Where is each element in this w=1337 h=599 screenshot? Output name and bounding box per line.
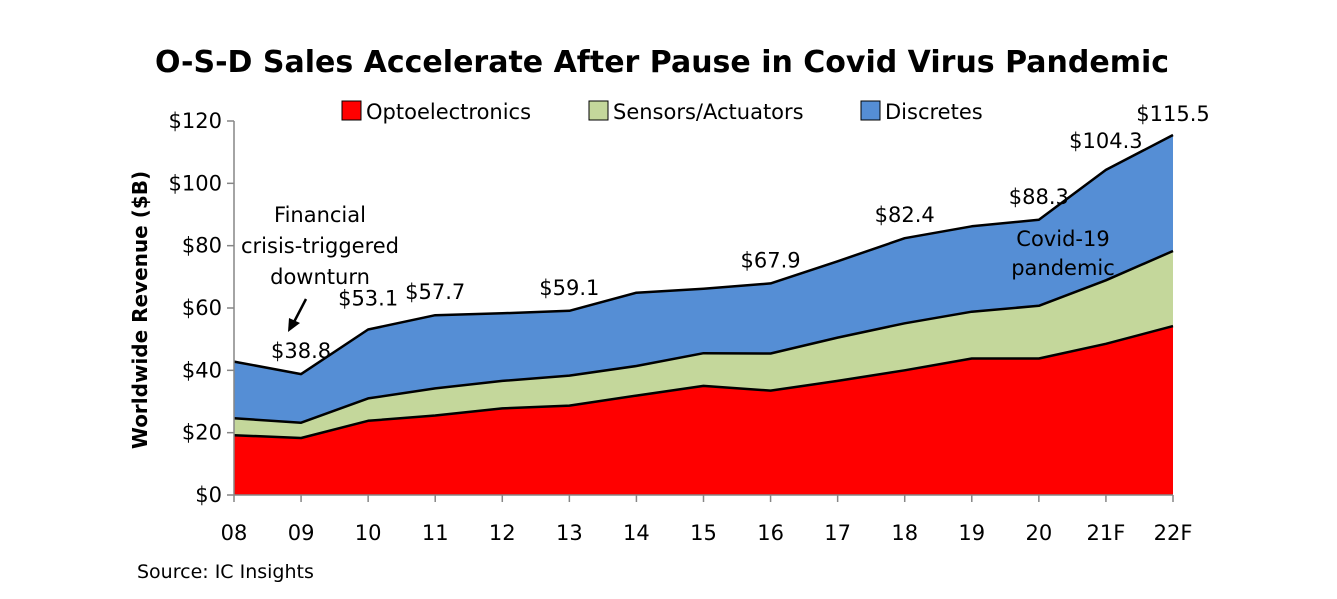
legend-label: Optoelectronics: [366, 100, 531, 124]
x-tick-label: 13: [556, 521, 583, 545]
legend-swatch: [860, 100, 881, 121]
data-label-18: $82.4: [875, 203, 935, 227]
covid-annotation-line: Covid-19: [1016, 227, 1109, 251]
x-tick-label: 11: [422, 521, 449, 545]
data-label-21f: $104.3: [1069, 129, 1142, 153]
legend-label: Sensors/Actuators: [613, 100, 804, 124]
source-note: Source: IC Insights: [137, 561, 314, 583]
boundary-line-discretes: [233, 133, 1174, 376]
legend: Optoelectronics Sensors/Actuators Discrete…: [341, 100, 983, 124]
y-tick-label: $0: [195, 483, 222, 507]
y-tick-label: $100: [169, 171, 222, 195]
x-tick-label: 22F: [1154, 521, 1193, 545]
x-tick-label: 14: [623, 521, 650, 545]
area-sensors-actuators: [234, 251, 1173, 438]
legend-item-sensors-actuators: Sensors/Actuators: [588, 100, 804, 124]
data-label-20: $88.3: [1009, 185, 1069, 209]
x-tick-label: 09: [288, 521, 315, 545]
arrow-shaft: [292, 298, 308, 323]
data-label-13: $59.1: [539, 276, 599, 300]
axes: $0 $20 $40 $60 $80 $100 $120 08 09 10 11 12 13 14 15 16…: [169, 109, 1193, 545]
boundary-line-optoelectronics: [233, 324, 1174, 440]
boundary-line-sensors-actuators: [233, 249, 1174, 424]
data-labels: $38.8 $53.1 $57.7 $59.1 $67.9 $82.4 $88.3 $104.…: [271, 102, 1210, 363]
data-label-11: $57.7: [405, 280, 465, 304]
area-discretes: [234, 135, 1173, 423]
covid-annotation: Covid-19 pandemic: [1011, 227, 1115, 280]
financial-annotation-line: Financial: [274, 203, 366, 227]
x-tick-label: 21F: [1087, 521, 1126, 545]
y-tick-label: $120: [169, 109, 222, 133]
x-tick-label: 19: [958, 521, 985, 545]
legend-swatch: [588, 100, 609, 121]
x-tick-label: 16: [757, 521, 784, 545]
data-label-16: $67.9: [741, 248, 801, 272]
chart-title: O-S-D Sales Accelerate After Pause in Co…: [155, 45, 1169, 80]
arrow-head-icon: [288, 318, 300, 332]
legend-item-optoelectronics: Optoelectronics: [341, 100, 531, 124]
financial-annotation-line: crisis-triggered: [241, 234, 399, 258]
x-tick-label: 15: [690, 521, 717, 545]
area-optoelectronics: [234, 326, 1173, 495]
x-tick-label: 08: [221, 521, 248, 545]
data-label-10: $53.1: [338, 287, 398, 311]
x-tick-label: 20: [1025, 521, 1052, 545]
x-tick-label: 10: [355, 521, 382, 545]
legend-label: Discretes: [885, 100, 983, 124]
x-tick-label: 12: [489, 521, 516, 545]
data-label-22f: $115.5: [1136, 102, 1209, 126]
legend-swatch: [341, 100, 362, 121]
legend-item-discretes: Discretes: [860, 100, 983, 124]
data-label-09: $38.8: [271, 339, 331, 363]
y-tick-label: $80: [182, 234, 222, 258]
y-tick-label: $60: [182, 296, 222, 320]
financial-annotation-line: downturn: [270, 265, 370, 289]
y-tick-label: $20: [182, 421, 222, 445]
covid-annotation-line: pandemic: [1011, 256, 1115, 280]
financial-crisis-annotation: Financial crisis-triggered downturn: [241, 203, 399, 332]
x-tick-label: 18: [891, 521, 918, 545]
y-axis-label: Worldwide Revenue ($B): [128, 171, 152, 449]
plot-areas: [233, 133, 1174, 495]
y-tick-label: $40: [182, 358, 222, 382]
x-tick-label: 17: [824, 521, 851, 545]
